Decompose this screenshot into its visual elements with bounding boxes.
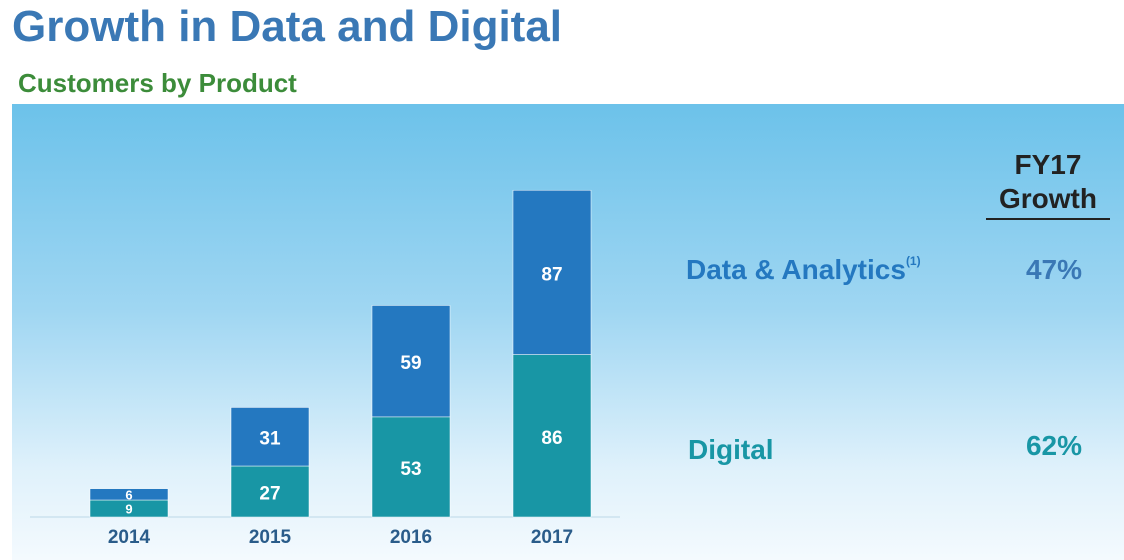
- data-analytics-label: Data & Analytics(1): [686, 254, 921, 285]
- data-label-digital-2015: 27: [259, 484, 280, 505]
- data-label-digital-2016: 53: [400, 459, 421, 480]
- digital-growth: 62%: [1025, 430, 1082, 461]
- data-label-digital-2017: 86: [541, 428, 562, 449]
- x-tick-label-2016: 2016: [390, 527, 432, 548]
- bar-data-analytics-2016: [371, 305, 451, 418]
- data-label-data-analytics-2017: 87: [541, 264, 562, 285]
- bar-digital-2016: [371, 416, 451, 518]
- bar-digital-2017: [512, 354, 592, 518]
- page-title: Growth in Data and Digital: [12, 2, 563, 51]
- x-tick-label-2017: 2017: [531, 527, 573, 548]
- growth-header-line2: Growth: [986, 182, 1110, 220]
- growth-header: FY17 Growth: [986, 148, 1110, 220]
- bar-data-analytics-2015: [230, 407, 310, 467]
- data-label-digital-2014: 9: [125, 502, 132, 517]
- data-analytics-growth: 47%: [1025, 254, 1082, 285]
- x-tick-label-2015: 2015: [249, 527, 292, 548]
- chart-subtitle: Customers by Product: [18, 68, 297, 98]
- data-analytics-footnote: (1): [905, 254, 921, 268]
- bar-data-analytics-2017: [512, 189, 592, 355]
- chart-panel: 9 6 2014 27 31 2015 53 59 2016 86 87 2017 FY17 Grow…: [12, 104, 1124, 560]
- data-label-data-analytics-2014: 6: [125, 487, 132, 502]
- x-tick-label-2014: 2014: [108, 527, 151, 548]
- bar-data-analytics-2014: [89, 488, 169, 501]
- bar-digital-2015: [230, 465, 310, 518]
- digital-label: Digital: [688, 434, 774, 465]
- growth-header-line1: FY17: [1014, 149, 1082, 180]
- data-label-data-analytics-2015: 31: [259, 429, 281, 450]
- data-label-data-analytics-2016: 59: [400, 353, 421, 374]
- stacked-bar-chart: 96 2014 27 31 2015 53 59 2016 86 87 2017: [30, 189, 620, 548]
